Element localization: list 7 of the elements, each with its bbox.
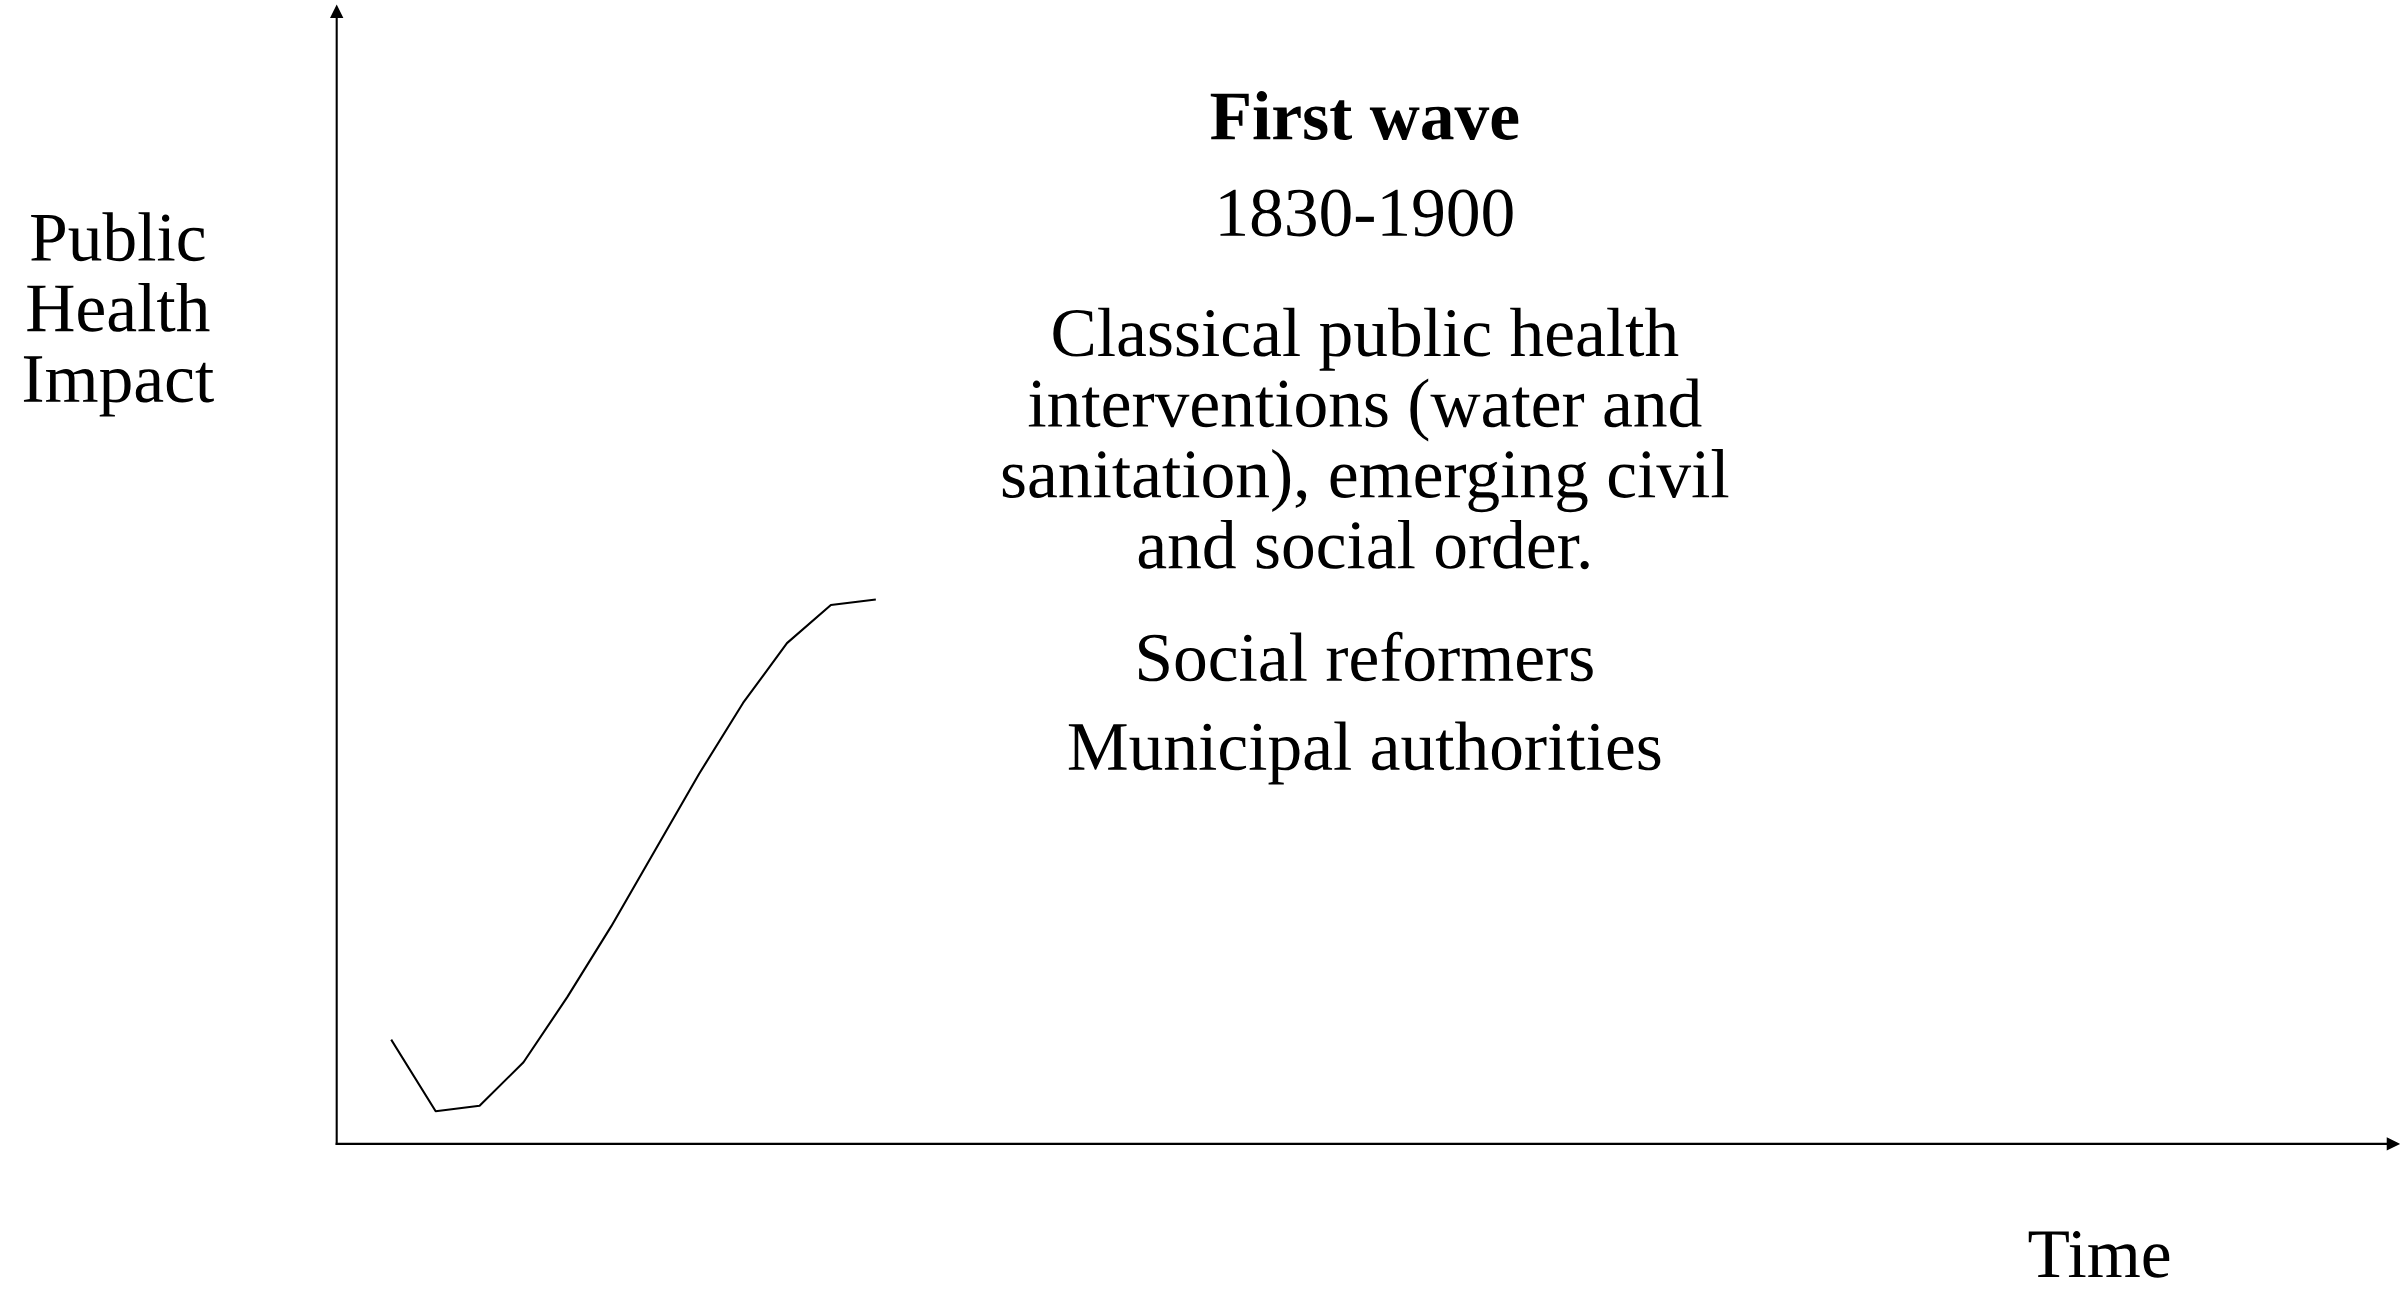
text: Classical public health interventions (water and sanitation), emerging civil and social order. xyxy=(1002,307,1729,570)
text: Time xyxy=(2028,1231,2170,1278)
text: Municipal authorities xyxy=(1068,721,1661,785)
text: First wave xyxy=(1210,91,1519,140)
y-axis-title: Public Health Impact xyxy=(23,212,214,417)
text: Social reformers xyxy=(1139,631,1593,682)
text: 1830-1900 xyxy=(1220,189,1513,237)
